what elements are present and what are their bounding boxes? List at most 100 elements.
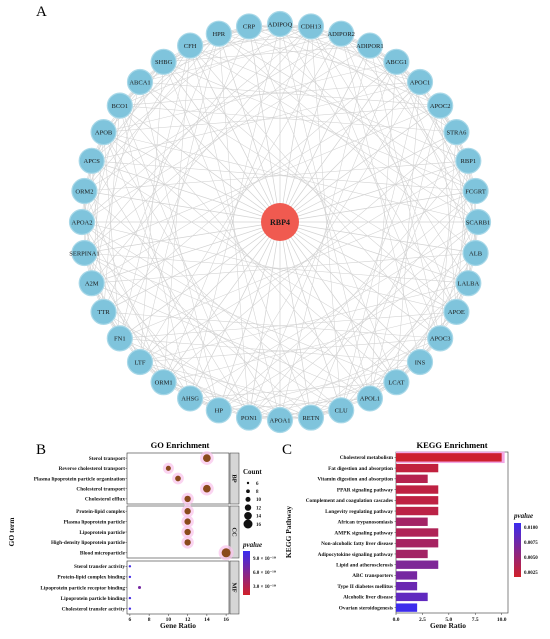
network-node: INS [406,348,434,376]
kegg-bar [396,474,428,484]
kegg-bar [396,603,418,612]
network-edge [119,338,421,363]
go-point [165,465,171,471]
network-node-circle [106,325,133,352]
go-point [137,585,142,590]
network-edge [396,61,476,254]
network-edge [279,26,312,223]
network-edge [340,252,476,411]
network-edges [81,23,479,421]
network-edge [189,221,281,399]
network-node-label: APOC2 [430,103,451,110]
go-point [128,596,132,600]
network-node-label: ORM1 [155,379,173,386]
network-edge [279,221,469,284]
network-edge [81,26,312,223]
network-edge [439,132,457,339]
kegg-pathway-label: Cholesterol metabolism [340,455,394,461]
network-edge [91,81,421,284]
network-edge [396,81,421,383]
go-facet-frame [126,505,230,559]
kegg-y-axis-title: KEGG Pathway [284,506,293,559]
network-edge [369,45,479,223]
network-node: CFH [177,32,204,59]
network-edge [163,45,370,63]
network-node: BCO1 [106,92,133,119]
kegg-bar [396,549,428,559]
go-x-tick-label: 8 [148,617,151,623]
go-facet-bp: BP Sterol transport Reverse cholesterol tr… [34,451,240,506]
kegg-x-tick-label: 0.0 [393,617,400,623]
network-edge [248,26,397,383]
kegg-legend: pvalue 0.0100 0.0075 0.0050 0.0025 [513,512,538,577]
network-edge [84,33,342,254]
network-edge [91,283,141,363]
network-edge [103,33,220,312]
network-edge [163,381,250,418]
kegg-pathway-label: Lipid and atherosclerosis [336,563,393,569]
network-edge [218,361,421,411]
network-edge [248,26,479,223]
network-node-label: APOE [448,309,465,316]
network-node-circle [78,270,105,297]
panel-label-c: C [282,442,292,458]
network-node-circle [443,298,470,325]
network-node-label: APOC1 [410,79,431,86]
network-node-circle [266,406,294,434]
network-edge [279,221,421,363]
kegg-bar [396,485,439,494]
network-node: PON1 [235,404,263,431]
network-node-circle [68,208,96,236]
go-x-tick-label: 16 [223,617,229,623]
network-edge [279,23,370,46]
kegg-legend-pvalue-title: pvalue [513,512,533,520]
go-term-label: Blood microparticle [80,551,126,557]
network-edge [84,252,342,411]
network-node: ADIPOR1 [356,32,384,59]
network-edge [84,190,342,411]
network-edge [279,33,342,223]
network-node: APCS [78,147,105,174]
network-node-circle [235,13,263,40]
network-node: ORM2 [71,177,98,205]
network-edge [248,160,469,418]
kegg-bar [396,517,428,526]
go-term-label: Plasma lipoprotein particle organization [34,476,125,482]
network-node-label: LALBA [457,280,479,287]
network-node-circle [78,147,105,174]
network-edge [84,105,441,254]
kegg-pathway-label: Type II diabetes mellitus [337,584,393,590]
network-edge [396,311,457,383]
network-node-label: STRA6 [446,129,467,136]
go-x-tick-label: 12 [185,617,191,623]
network-node: ADIPOR2 [327,20,355,47]
network-edge [279,23,371,399]
go-term-label: Sterol transport [89,456,125,462]
network-node-circle [462,239,489,267]
go-chart-title: GO Enrichment [151,440,210,450]
go-term-label: Reverse cholesterol transport [59,466,126,472]
network-edge [279,45,371,421]
network-node-circle [90,119,117,146]
network-edge [340,33,457,312]
kegg-bar [396,463,439,473]
go-legend-size-dot [246,481,250,485]
network-node-circle [235,404,263,431]
go-legend-size-label: 14 [256,515,262,520]
network-node-label: INS [415,359,426,366]
network-node-circle [177,385,204,412]
network-node-label: ADIPOQ [268,21,293,28]
network-edge [119,221,281,339]
network-node-circle [328,20,355,47]
network-edge [279,221,342,411]
go-facet-strip [229,452,240,505]
network-node-circle [383,48,410,75]
network-edge [218,33,476,254]
network-edge [81,45,371,223]
kegg-pathway-label: Vitamin digestion and absorption [317,477,393,483]
network-edge [139,61,164,363]
network-edge [91,221,281,284]
go-point [184,518,191,525]
go-legend-size-dot [243,519,253,529]
